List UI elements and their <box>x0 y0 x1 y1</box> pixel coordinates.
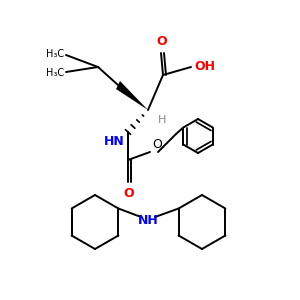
Text: H₃C: H₃C <box>46 68 64 78</box>
Text: O: O <box>124 187 134 200</box>
Text: OH: OH <box>194 61 215 74</box>
Text: H: H <box>158 115 166 125</box>
Text: H₃C: H₃C <box>46 49 64 59</box>
Polygon shape <box>116 81 148 110</box>
Text: HN: HN <box>104 135 125 148</box>
Text: NH: NH <box>138 214 158 226</box>
Text: O: O <box>152 138 162 151</box>
Text: O: O <box>157 35 167 48</box>
